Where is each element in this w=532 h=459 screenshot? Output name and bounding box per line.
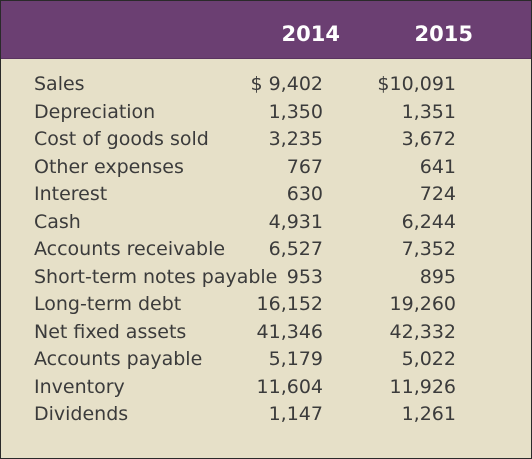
- value-2014: 1,147: [268, 403, 323, 425]
- table-header: 2014 2015: [1, 1, 531, 59]
- table-row: Inventory 11,604 11,926: [1, 372, 531, 400]
- row-label: Short-term notes payable: [34, 265, 278, 288]
- value-2014: 16,152: [256, 293, 323, 315]
- row-label: Cost of goods sold: [34, 128, 209, 150]
- column-header-2015: 2015: [414, 22, 473, 46]
- value-2014: $ 9,402: [250, 73, 323, 95]
- value-2014: 41,346: [256, 320, 323, 343]
- table-row: Long-term debt 16,152 19,260: [1, 289, 531, 317]
- row-label: Accounts payable: [34, 348, 203, 370]
- table-row: Cost of goods sold 3,235 3,672: [1, 124, 531, 152]
- table-row: Sales $ 9,402 $10,091: [1, 69, 531, 97]
- value-2015: 11,926: [389, 375, 456, 398]
- table-row: Depreciation 1,350 1,351: [1, 97, 531, 125]
- row-label: Cash: [34, 210, 81, 233]
- table-row: Accounts receivable 6,527 7,352: [1, 234, 531, 262]
- table-row: Dividends 1,147 1,261: [1, 399, 531, 427]
- value-2015: 5,022: [401, 348, 456, 370]
- value-2014: 6,527: [268, 238, 323, 260]
- row-label: Depreciation: [34, 100, 156, 123]
- value-2014: 630: [286, 183, 323, 205]
- value-2015: 724: [419, 183, 456, 205]
- table-row: Other expenses 767 641: [1, 152, 531, 180]
- row-label: Interest: [34, 183, 108, 205]
- row-label: Inventory: [34, 375, 125, 398]
- value-2014: 953: [286, 265, 323, 288]
- row-label: Other expenses: [34, 155, 184, 178]
- value-2015: 42,332: [389, 320, 456, 343]
- value-2015: 1,351: [401, 100, 456, 123]
- row-label: Accounts receivable: [34, 238, 226, 260]
- row-label: Sales: [34, 73, 85, 95]
- value-2014: 5,179: [268, 348, 323, 370]
- value-2015: 19,260: [389, 293, 456, 315]
- table-row: Net fixed assets 41,346 42,332: [1, 317, 531, 345]
- table-row: Cash 4,931 6,244: [1, 207, 531, 235]
- value-2014: 1,350: [268, 100, 323, 123]
- value-2014: 3,235: [268, 128, 323, 150]
- table-row: Accounts payable 5,179 5,022: [1, 344, 531, 372]
- value-2015: 895: [419, 265, 456, 288]
- value-2014: 11,604: [256, 375, 323, 398]
- value-2015: 7,352: [401, 238, 456, 260]
- value-2015: $10,091: [377, 73, 456, 95]
- table-body: Sales $ 9,402 $10,091 Depreciation 1,350 1,35…: [1, 69, 531, 427]
- column-header-2014: 2014: [281, 22, 340, 46]
- value-2014: 4,931: [268, 210, 323, 233]
- row-label: Net fixed assets: [34, 320, 187, 343]
- row-label: Long-term debt: [34, 293, 182, 315]
- value-2015: 641: [419, 155, 456, 178]
- table-row: Short-term notes payable 953 895: [1, 262, 531, 290]
- value-2015: 3,672: [401, 128, 456, 150]
- value-2015: 1,261: [401, 403, 456, 425]
- value-2014: 767: [286, 155, 323, 178]
- table-row: Interest 630 724: [1, 179, 531, 207]
- row-label: Dividends: [34, 403, 129, 425]
- value-2015: 6,244: [401, 210, 456, 233]
